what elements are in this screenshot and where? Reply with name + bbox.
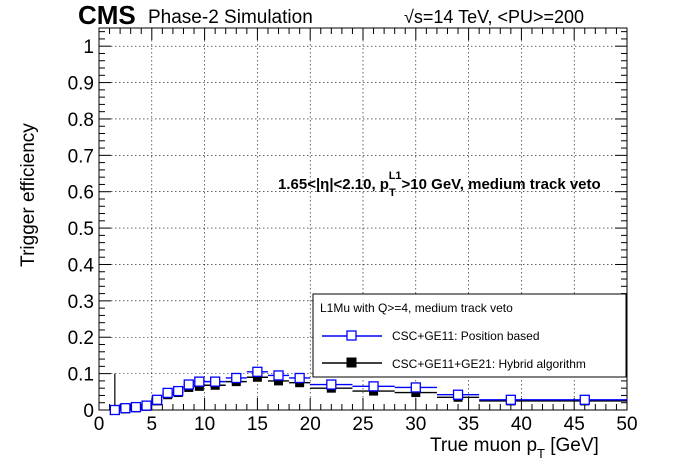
x-tick-label: 25 — [352, 414, 373, 435]
x-tick-label: 30 — [405, 414, 426, 435]
data-point — [210, 376, 221, 387]
plot-subtitle: Phase-2 Simulation — [148, 7, 313, 28]
data-point — [162, 387, 173, 399]
x-tick-label: 40 — [511, 414, 532, 435]
y-tick-label: 1 — [83, 37, 94, 58]
legend-marker-series2 — [346, 357, 357, 368]
y-tick-label: 0.3 — [68, 292, 94, 313]
x-axis-title: True muon pT [GeV] — [430, 435, 599, 461]
cut-rest: >10 GeV, medium track veto — [402, 176, 601, 193]
plot-frame — [98, 27, 628, 411]
cut-text: 1.65<|η|<2.10, p — [278, 176, 389, 193]
x-tick-label: 50 — [616, 414, 637, 435]
data-point — [579, 394, 590, 405]
series-2 — [109, 372, 627, 415]
x-tick-labels: 0 5 10 15 20 25 30 35 40 45 50 — [94, 414, 638, 435]
data-point — [410, 382, 421, 393]
x-axis-title-unit: [GeV] — [545, 435, 599, 456]
cut-sub: T — [389, 187, 396, 199]
y-tick-labels: 0 0.1 0.2 0.3 0.4 0.5 0.6 0.7 0.8 0.9 1 — [68, 37, 95, 422]
cut-sup: L1 — [389, 170, 402, 182]
x-tick-label: 10 — [194, 414, 215, 435]
x-tick-label: 5 — [147, 414, 158, 435]
data-point — [120, 403, 131, 414]
grid-lines — [99, 28, 627, 410]
data-series — [109, 366, 627, 416]
x-tick-label: 20 — [300, 414, 321, 435]
data-point — [183, 379, 194, 390]
y-tick-label: 0.2 — [68, 328, 94, 349]
y-tick-label: 0.5 — [68, 219, 94, 240]
data-point — [452, 389, 464, 400]
y-axis-title: Trigger efficiency — [18, 123, 39, 267]
legend-entry-series2: CSC+GE11+GE21: Hybrid algorithm — [392, 357, 586, 371]
data-point — [130, 401, 142, 413]
data-point — [368, 381, 379, 392]
y-tick-label: 0.8 — [68, 110, 94, 131]
data-point — [231, 372, 242, 384]
data-point — [294, 372, 305, 384]
data-point — [252, 366, 263, 377]
energy-label: √s=14 TeV, <PU>=200 — [404, 7, 584, 27]
y-tick-label: 0.7 — [68, 146, 94, 167]
y-tick-label: 0.6 — [68, 183, 94, 204]
x-tick-label: 45 — [564, 414, 585, 435]
y-tick-label: 0.1 — [68, 365, 94, 386]
data-point — [326, 379, 337, 390]
legend-marker-series1 — [346, 330, 357, 341]
data-point — [141, 400, 152, 411]
legend-entry-series1: CSC+GE11: Position based — [392, 329, 540, 343]
data-point — [273, 370, 284, 381]
series-1 — [109, 366, 627, 416]
data-point — [173, 385, 184, 397]
y-tick-label: 0 — [83, 401, 94, 422]
legend: L1Mu with Q>=4, medium track veto CSC+GE… — [312, 293, 627, 378]
data-point — [505, 394, 516, 405]
x-axis-title-sub: T — [537, 446, 545, 461]
data-point — [194, 376, 205, 387]
legend-header: L1Mu with Q>=4, medium track veto — [320, 301, 513, 315]
data-point — [151, 394, 163, 405]
x-axis-title-main: True muon p — [430, 435, 537, 456]
y-tick-label: 0.9 — [68, 74, 94, 95]
cms-label: CMS — [78, 0, 136, 30]
y-tick-label: 0.4 — [68, 255, 95, 276]
x-tick-label: 15 — [247, 414, 268, 435]
x-tick-label: 0 — [94, 414, 105, 435]
data-point — [109, 404, 120, 416]
cut-annotation: 1.65<|η|<2.10, pT L1>10 GeV, medium track… — [278, 170, 601, 199]
x-tick-label: 35 — [458, 414, 479, 435]
